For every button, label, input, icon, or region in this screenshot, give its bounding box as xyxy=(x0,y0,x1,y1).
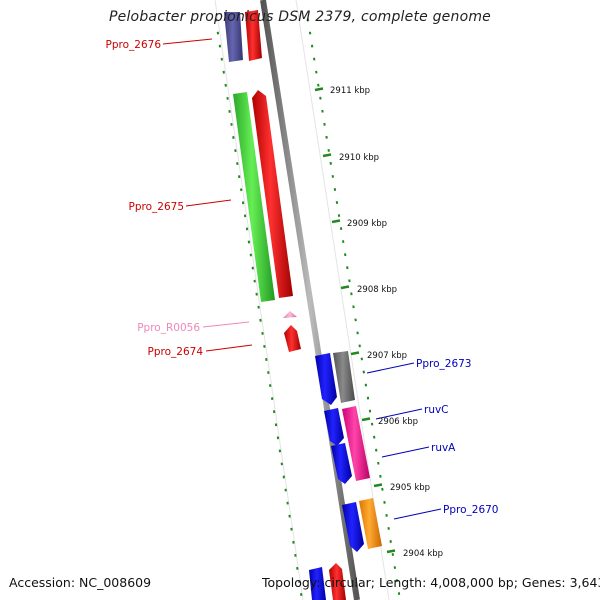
genes-count-text: Genes: 3,643 xyxy=(521,575,600,590)
label-ppro-2670[interactable]: Ppro_2670 xyxy=(443,504,498,516)
label-ppro-2674[interactable]: Ppro_2674 xyxy=(148,346,204,358)
band-right-edge xyxy=(295,0,390,600)
leader-ppro-2676 xyxy=(162,38,213,45)
label-ppro-2673[interactable]: Ppro_2673 xyxy=(416,358,471,370)
scale-mark xyxy=(340,285,350,290)
leader-ppro-r0056 xyxy=(202,321,250,328)
topology-text: Topology: circular; xyxy=(262,575,375,590)
scale-mark xyxy=(373,483,383,488)
scale-mark-track xyxy=(314,87,396,554)
gene-ruvc-blue[interactable] xyxy=(324,408,344,446)
scale-mark xyxy=(314,87,324,92)
right-tick xyxy=(393,566,397,569)
gene-ppro-2673-gray[interactable] xyxy=(333,351,355,403)
gene-ppro-r0056[interactable] xyxy=(283,311,297,318)
leader-ppro-2674 xyxy=(205,344,253,352)
leader-ppro-2670 xyxy=(393,508,442,520)
leader-ruva xyxy=(381,446,430,458)
gene-ppro-2675-green[interactable] xyxy=(233,92,275,302)
left-tick-track xyxy=(214,18,303,596)
scale-mark xyxy=(331,219,341,224)
scale-label-2907: 2907 kbp xyxy=(367,351,407,361)
gene-ppro-2670-blue[interactable] xyxy=(342,502,364,552)
leader-ppro-2675 xyxy=(185,199,232,207)
gene-bottom-red[interactable] xyxy=(329,563,346,600)
gene-ppro-2676-block[interactable] xyxy=(224,12,243,62)
gene-bottom-blue[interactable] xyxy=(309,567,326,600)
label-ppro-2675[interactable]: Ppro_2675 xyxy=(129,201,184,213)
scale-label-2909: 2909 kbp xyxy=(347,219,387,229)
scale-mark xyxy=(322,153,332,158)
genome-backbone xyxy=(260,0,360,600)
right-tick-track xyxy=(306,18,401,596)
label-ruvc[interactable]: ruvC xyxy=(424,404,449,416)
scale-label-2905: 2905 kbp xyxy=(390,483,430,493)
scale-mark xyxy=(361,417,371,422)
length-text: Length: 4,008,000 bp; xyxy=(378,575,518,590)
label-ruva[interactable]: ruvA xyxy=(431,442,456,454)
right-tick xyxy=(335,201,339,204)
genome-title: Pelobacter propionicus DSM 2379, complet… xyxy=(109,9,491,25)
scale-mark xyxy=(386,549,396,554)
gene-ppro-2675-red[interactable] xyxy=(252,90,293,298)
gene-ppro-2674[interactable] xyxy=(284,325,301,352)
accession-text: Accession: NC_008609 xyxy=(9,575,152,590)
scale-label-2910: 2910 kbp xyxy=(339,153,379,163)
scale-label-2911: 2911 kbp xyxy=(330,86,370,96)
gene-ruva-blue[interactable] xyxy=(331,443,352,484)
scale-mark xyxy=(350,351,360,356)
right-tick xyxy=(387,527,390,530)
leader-ruvc xyxy=(375,408,423,420)
scale-label-2906: 2906 kbp xyxy=(378,417,418,427)
gene-ppro-2676-arrow[interactable] xyxy=(245,10,262,61)
gene-ppro-2673-blue[interactable] xyxy=(315,353,337,405)
leader-ppro-2673 xyxy=(366,362,415,374)
band-left-edge xyxy=(214,0,304,600)
scale-label-2904: 2904 kbp xyxy=(403,549,443,559)
scale-label-2908: 2908 kbp xyxy=(357,285,397,295)
label-ppro-r0056[interactable]: Ppro_R0056 xyxy=(137,322,200,334)
label-ppro-2676[interactable]: Ppro_2676 xyxy=(106,39,162,51)
gene-ruvc-magenta[interactable] xyxy=(342,406,370,481)
right-tick xyxy=(329,161,332,165)
genome-summary: Topology: circular; Length: 4,008,000 bp… xyxy=(262,575,600,590)
gene-ppro-2670-orange[interactable] xyxy=(359,498,382,549)
